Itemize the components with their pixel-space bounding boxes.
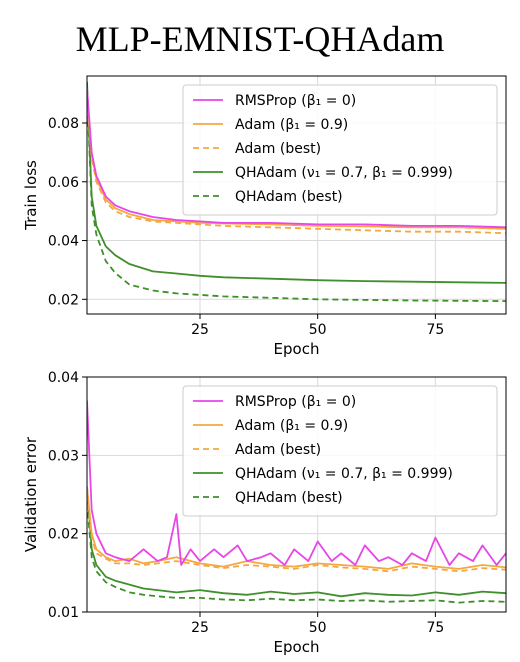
y-tick-label: 0.04	[48, 234, 79, 250]
series-line-0	[87, 400, 506, 566]
legend-label-0: RMSProp (β₁ = 0)	[235, 93, 356, 109]
x-tick-label: 50	[309, 322, 327, 338]
legend-label-3: QHAdam (ν₁ = 0.7, β₁ = 0.999)	[235, 165, 453, 181]
y-axis-label: Validation error	[22, 436, 40, 552]
series-line-1	[87, 96, 506, 230]
plot-frame	[86, 376, 507, 613]
legend: RMSProp (β₁ = 0) Adam (β₁ = 0.9) Adam (bes…	[182, 84, 498, 216]
plot-frame	[86, 75, 507, 315]
legend-label-2: Adam (best)	[235, 442, 321, 458]
y-tick-label: 0.02	[48, 292, 79, 308]
y-tick-label: 0.08	[48, 116, 79, 132]
y-tick-label: 0.01	[48, 605, 79, 621]
series-line-4	[87, 90, 506, 302]
legend-box	[182, 385, 498, 517]
x-tick-label: 75	[426, 620, 444, 636]
legend-label-2: Adam (best)	[235, 141, 321, 157]
series-lines	[87, 400, 506, 604]
y-axis-label: Train loss	[22, 160, 40, 231]
page-title: MLP-EMNIST-QHAdam	[75, 19, 445, 59]
x-tick-label: 50	[309, 620, 327, 636]
legend-box	[182, 84, 498, 216]
legend-label-1: Adam (β₁ = 0.9)	[235, 418, 348, 434]
series-line-1	[87, 486, 506, 570]
x-tick-label: 25	[191, 620, 209, 636]
series-lines	[87, 81, 506, 302]
y-tick-label: 0.04	[48, 370, 79, 386]
x-axis-label: Epoch	[274, 638, 320, 656]
series-line-3	[87, 486, 506, 598]
series-line-2	[87, 99, 506, 235]
legend: RMSProp (β₁ = 0) Adam (β₁ = 0.9) Adam (bes…	[182, 385, 498, 517]
series-line-3	[87, 81, 506, 284]
y-tick-label: 0.03	[48, 448, 79, 464]
x-axis-label: Epoch	[274, 340, 320, 358]
legend-label-3: QHAdam (ν₁ = 0.7, β₁ = 0.999)	[235, 466, 453, 482]
train-loss-plot: 25 50 75 0.02 0.04 0.06 0.08 Epoch Train loss RMS…	[22, 75, 507, 358]
series-line-0	[87, 87, 506, 229]
validation-error-plot: 25 50 75 0.01 0.02 0.03 0.04 Epoch Validation er…	[22, 370, 507, 656]
legend-label-1: Adam (β₁ = 0.9)	[235, 117, 348, 133]
series-line-4	[87, 502, 506, 604]
x-tick-label: 75	[426, 322, 444, 338]
y-tick-label: 0.02	[48, 527, 79, 543]
x-tick-label: 25	[191, 322, 209, 338]
series-line-2	[87, 494, 506, 573]
legend-label-4: QHAdam (best)	[235, 490, 343, 506]
y-tick-label: 0.06	[48, 175, 79, 191]
legend-label-0: RMSProp (β₁ = 0)	[235, 394, 356, 410]
legend-label-4: QHAdam (best)	[235, 189, 343, 205]
